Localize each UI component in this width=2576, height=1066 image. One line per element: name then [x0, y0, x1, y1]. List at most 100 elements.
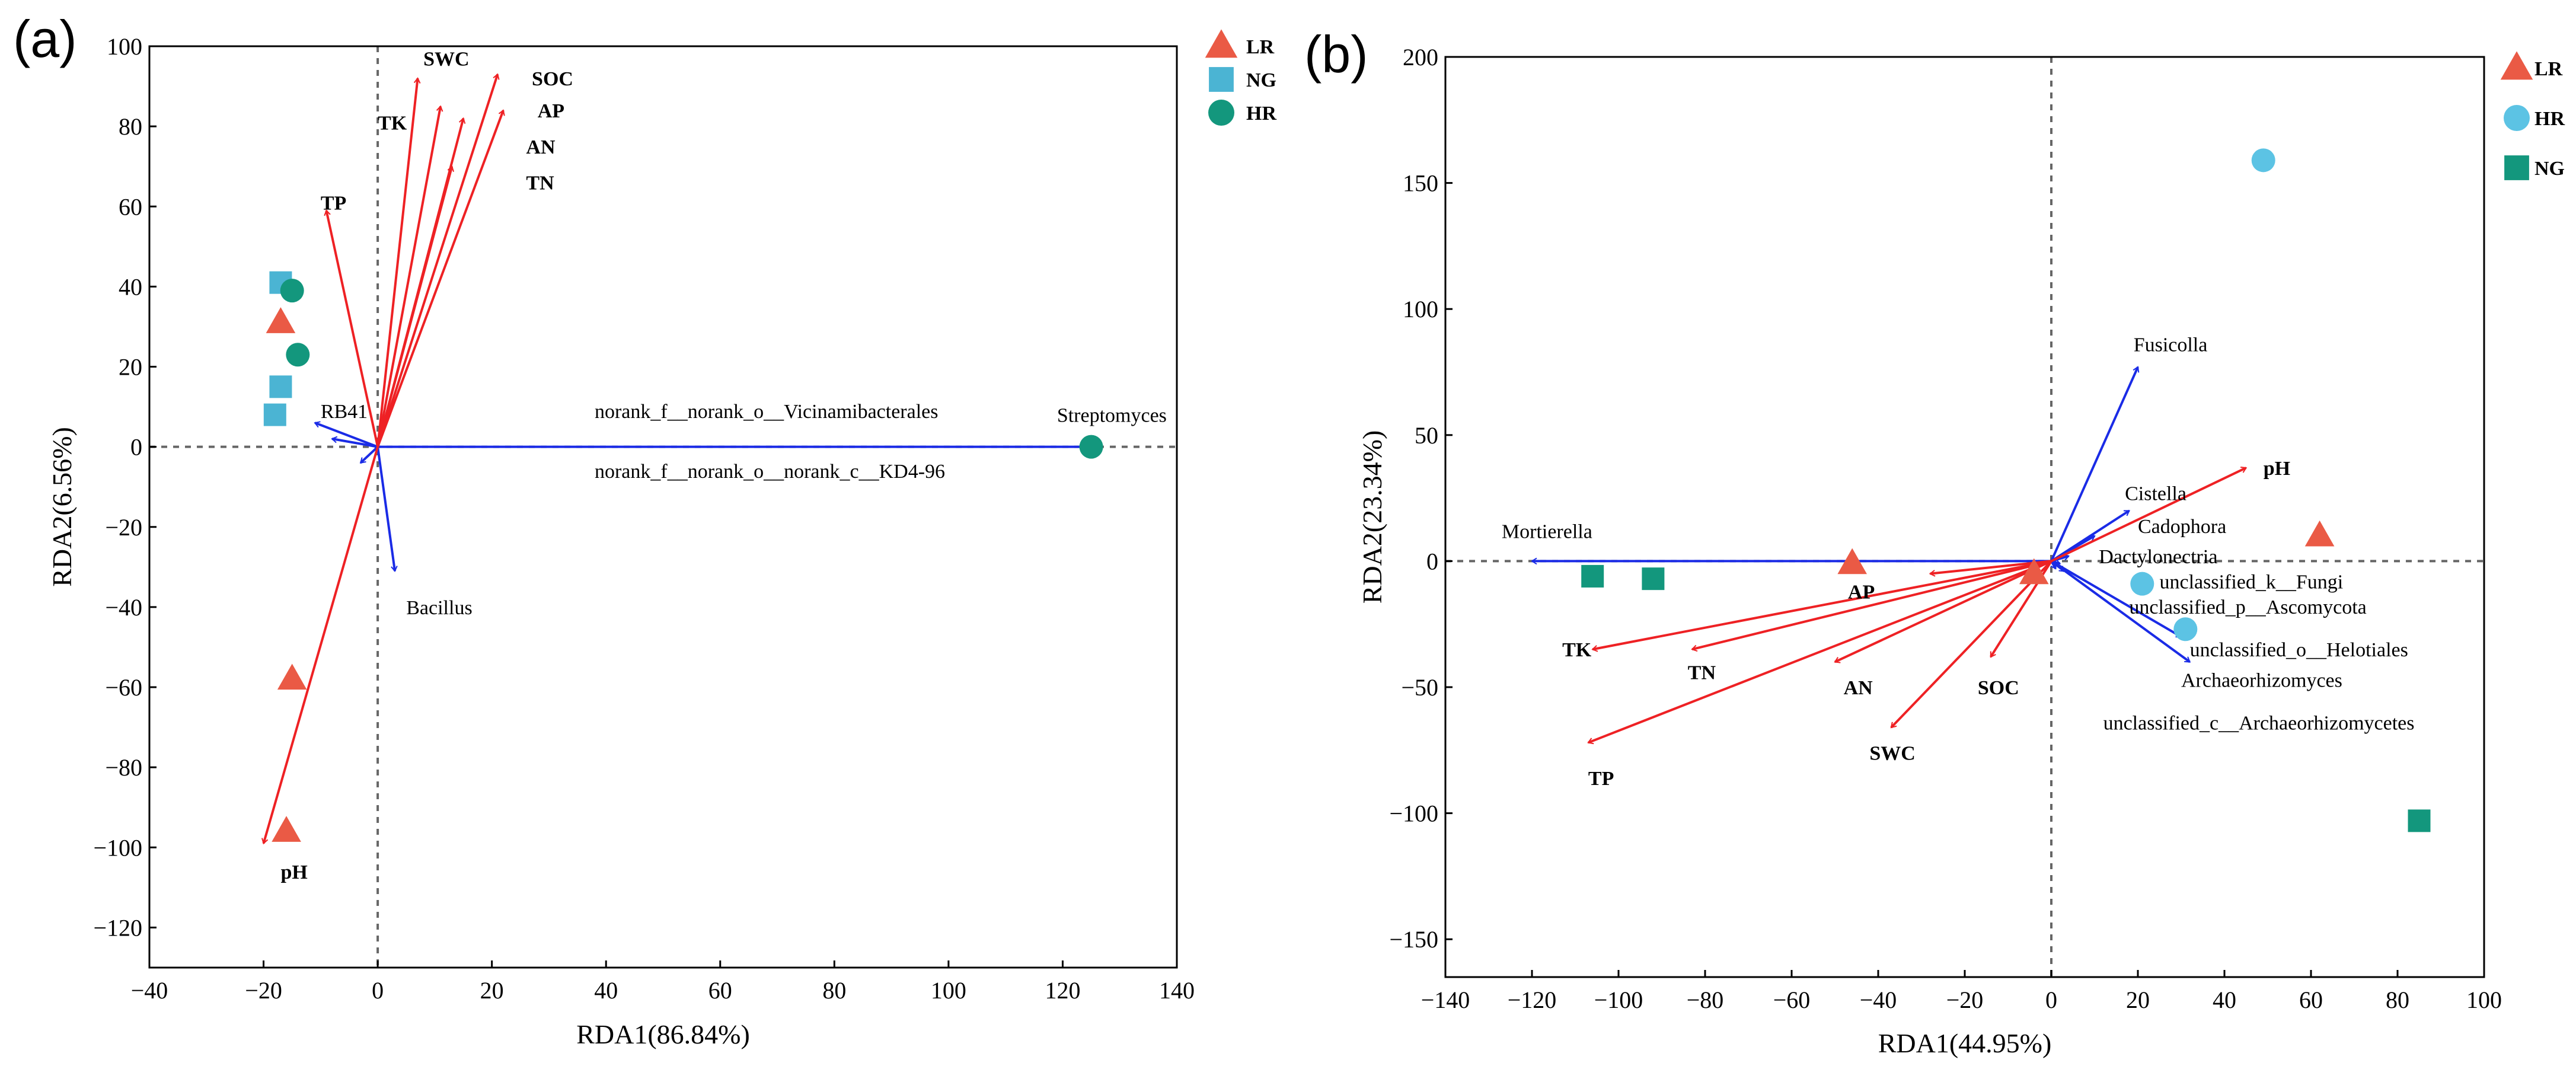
panel-b-env-label-tn: TN	[1688, 662, 1716, 684]
panel-a-env-arrow-tp	[324, 209, 379, 448]
panel-b-taxa-label-fusicolla: Fusicolla	[2134, 334, 2208, 356]
panel-a-y-tick-label: 20	[119, 354, 142, 381]
panel-a-x-tick-label: −20	[245, 977, 282, 1004]
panel-b-x-tick-label: 40	[2213, 987, 2236, 1013]
panel-a-x-tick-label: 140	[1159, 977, 1195, 1004]
panel-b-x-tick-label: 20	[2126, 987, 2150, 1013]
panel-b-env-label-an: AN	[1844, 677, 1873, 699]
panel-b-taxa-arrow-archaeorhizomyces	[2050, 560, 2191, 663]
panel-b-taxa-arrow-unclassified-c-archaeorhizomycetes	[2050, 560, 2066, 572]
panel-b-x-axis-title: RDA1(44.95%)	[1878, 1028, 2052, 1058]
panel-b-env-arrow-tp	[1587, 560, 2052, 745]
panel-a-x-tick-label: 0	[372, 977, 384, 1004]
panel-b-env-arrow-ap	[1929, 560, 2052, 577]
panel-b-env-label-swc: SWC	[1869, 743, 1915, 765]
panel-b-env-label-ph: pH	[2264, 458, 2290, 480]
panel-a-env-label-tn: TN	[526, 173, 554, 194]
panel-a-env-arrow-an	[376, 109, 505, 448]
panel-a-env-arrow-tn	[376, 165, 455, 448]
panel-b-env-label-soc: SOC	[1978, 677, 2019, 699]
panel-a-env-arrow-tk	[376, 105, 443, 448]
panel-b-env-arrow-ph	[2051, 467, 2248, 563]
panel-a-y-tick-label: 40	[119, 273, 142, 300]
panel-b-y-tick-label: −100	[1389, 800, 1438, 827]
panel-a-x-tick-label: 120	[1045, 977, 1080, 1004]
panel-b-sample-point-lr	[1837, 548, 1867, 575]
panel-b-taxa-arrow-fusicolla	[2050, 366, 2140, 562]
panel-b-sample-point-hr	[2173, 617, 2198, 641]
panel-a-env-label-ap: AP	[538, 100, 564, 122]
panel-a-sample-point-lr	[272, 816, 301, 842]
panel-b-y-tick-label: 200	[1403, 44, 1438, 71]
panel-b-y-tick-label: 50	[1415, 422, 1438, 449]
panel-b-env-arrow-tn	[1691, 560, 2052, 652]
panel-b-legend-marker-ng	[2504, 155, 2529, 180]
panel-b-x-tick-label: 100	[2466, 987, 2502, 1013]
panel-b-taxa-arrow-unclassified-o-helotiales	[2050, 560, 2182, 638]
panel-b-x-tick-label: −120	[1508, 987, 1557, 1013]
panel-a-rda-plot: (a) −40 −20 0 20 40 60 80 100 120 140 −120 −100 −80 −6…	[13, 9, 1276, 1049]
panel-b-sample-point-lr	[2019, 558, 2049, 585]
panel-b-legend-marker-lr	[2500, 51, 2533, 80]
panel-b-x-tick-label: 60	[2299, 987, 2323, 1013]
panel-a-x-tick-label: 60	[708, 977, 732, 1004]
panel-a-x-tick-label: 100	[931, 977, 966, 1004]
panel-a-env-label-ph: pH	[280, 861, 307, 883]
panel-a-taxa-arrow-bacillus	[376, 446, 398, 572]
panel-b-rda-plot: (b) −140 −120 −100 −80 −60 −40 −20 0 20 40 60 80 100 −…	[1304, 25, 2565, 1058]
panel-a-x-tick-label: 40	[594, 977, 618, 1004]
panel-b-taxa-label-unclassified-k-fungi: unclassified_k__Fungi	[2160, 571, 2344, 593]
panel-a-sample-point-ng	[263, 403, 286, 426]
panel-b-sample-point-ng	[2408, 809, 2431, 832]
panel-a-env-label-tp: TP	[321, 193, 346, 215]
panel-b-y-tick-label: −150	[1389, 926, 1438, 953]
panel-a-legend-label-ng: NG	[1246, 69, 1276, 91]
panel-a-x-tick-label: 20	[480, 977, 504, 1004]
panel-a-plot-frame	[148, 45, 1178, 969]
panel-b-taxa-label-cistella: Cistella	[2125, 483, 2186, 505]
panel-a-taxa-label-bacillus: Bacillus	[406, 597, 472, 619]
panel-b-env-label-ap: AP	[1848, 581, 1875, 603]
panel-a-sample-point-hr	[280, 279, 304, 303]
panel-b-legend-label-hr: HR	[2534, 108, 2565, 130]
panel-b-x-tick-label: −60	[1773, 987, 1811, 1013]
panel-a-x-axis-title: RDA1(86.84%)	[576, 1019, 750, 1049]
panel-a-taxa-arrow-norank-f-norank-o-vicinamibacterales	[331, 436, 378, 448]
panel-a-legend-label-lr: LR	[1246, 36, 1275, 58]
panel-b-x-tick-label: −20	[1946, 987, 1984, 1013]
panel-a-x-tick-label: 80	[822, 977, 846, 1004]
panel-b-env-label-tk: TK	[1562, 639, 1592, 661]
panel-a-taxa-label-norank-f-norank-o-norank-c-kd4-96: norank_f__norank_o__norank_c__KD4-96	[595, 461, 945, 483]
panel-a-taxa-arrow-rb41	[314, 421, 378, 448]
panel-a-taxa-arrow-norank-f-norank-o-norank-c-kd4-96	[359, 446, 379, 464]
panel-b-taxa-label-cadophora: Cadophora	[2138, 516, 2226, 538]
panel-b-x-tick-label: 0	[2045, 987, 2057, 1013]
panel-a-sample-point-hr	[1079, 435, 1103, 459]
panel-b-taxa-label-archaeorhizomyces: Archaeorhizomyces	[2181, 669, 2342, 691]
panel-a-y-tick-label: −120	[93, 914, 142, 941]
panel-b-env-arrow-swc	[1890, 560, 2052, 729]
panel-b-sample-point-ng	[1581, 564, 1604, 588]
panel-a-legend-marker-ng	[1209, 67, 1234, 92]
panel-b-sample-point-hr	[2130, 572, 2154, 596]
panel-a-y-tick-label: 60	[119, 193, 142, 220]
panel-a-env-label-soc: SOC	[532, 68, 573, 90]
panel-a-y-tick-label: 0	[130, 434, 142, 461]
panel-b-plot-frame	[1444, 56, 2485, 978]
panel-b-x-tick-label: −100	[1594, 987, 1643, 1013]
panel-b-y-tick-label: 100	[1403, 296, 1438, 323]
panel-a-y-tick-label: 80	[119, 113, 142, 140]
panel-b-taxa-label-dactylonectria: Dactylonectria	[2099, 546, 2217, 568]
panel-a-legend-marker-hr	[1208, 100, 1234, 126]
panel-a-env-label-an: AN	[526, 136, 556, 158]
panel-b-legend-marker-hr	[2504, 105, 2530, 131]
panel-a-sample-point-hr	[286, 343, 310, 367]
panel-b-taxa-label-unclassified-c-archaeorhizomycetes: unclassified_c__Archaeorhizomycetes	[2103, 713, 2415, 735]
panel-b-y-tick-label: 0	[1426, 548, 1438, 575]
panel-a-y-tick-label: −80	[105, 754, 142, 781]
panel-a-y-tick-label: −20	[105, 514, 142, 541]
panel-a-legend-label-hr: HR	[1246, 103, 1276, 125]
panel-a-env-arrow-ph	[261, 446, 379, 845]
panel-a-x-tick-label: −40	[131, 977, 168, 1004]
